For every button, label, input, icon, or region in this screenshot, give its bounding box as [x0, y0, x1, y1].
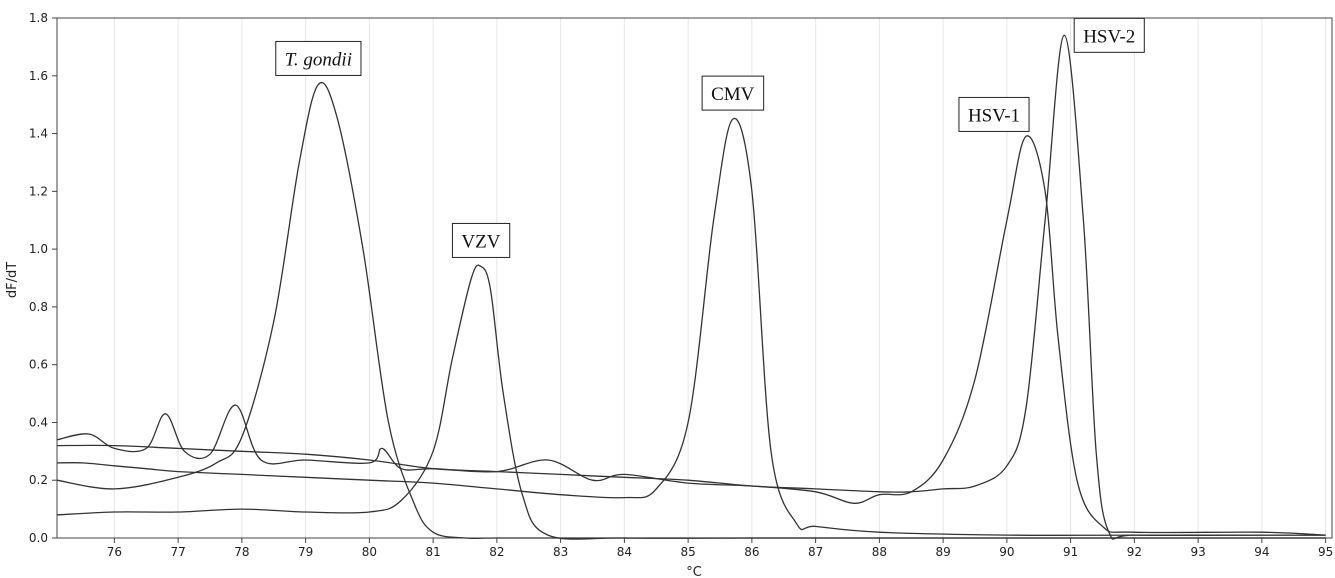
- melt-curve-4: [56, 135, 1326, 536]
- y-tick-label: 1.0: [29, 242, 48, 256]
- x-tick-label: 77: [170, 545, 185, 559]
- x-tick-label: 88: [872, 545, 887, 559]
- melt-curve-3: [56, 117, 1326, 536]
- y-tick-label: 0.2: [29, 473, 48, 487]
- x-tick-label: 86: [744, 545, 759, 559]
- x-tick-label: 89: [935, 545, 950, 559]
- x-tick-label: 79: [298, 545, 313, 559]
- peak-label-vzv: VZV: [451, 222, 511, 258]
- y-tick-label: 0.0: [29, 531, 48, 545]
- melt-curve-1: [56, 82, 1326, 540]
- peak-label-text: T. gondii: [285, 49, 352, 70]
- peak-label-t-gondii: T. gondii: [275, 40, 362, 76]
- y-tick-label: 1.4: [29, 127, 48, 141]
- x-tick-label: 84: [617, 545, 632, 559]
- peak-label-box: [275, 40, 362, 76]
- peak-label-text: CMV: [711, 84, 755, 105]
- peak-label-cmv: CMV: [701, 75, 765, 111]
- x-tick-label: 90: [999, 545, 1014, 559]
- y-axis-label: dF/dT: [5, 262, 20, 298]
- y-tick-label: 0.4: [29, 415, 48, 429]
- peak-label-box: [451, 222, 511, 258]
- x-tick-label: 78: [234, 545, 249, 559]
- peak-label-text: HSV-1: [968, 105, 1020, 126]
- x-tick-label: 93: [1190, 545, 1205, 559]
- peak-label-hsv-1: HSV-1: [958, 96, 1030, 132]
- peak-label-hsv-2: HSV-2: [1073, 17, 1145, 53]
- x-tick-label: 81: [425, 545, 440, 559]
- x-tick-label: 85: [680, 545, 695, 559]
- x-tick-label: 83: [553, 545, 568, 559]
- peak-label-box: [958, 96, 1030, 132]
- y-tick-label: 0.6: [29, 358, 48, 372]
- axes: [52, 17, 1333, 543]
- plot-frame: [56, 17, 1333, 539]
- melt-curve-5: [56, 34, 1326, 540]
- x-tick-label: 82: [489, 545, 504, 559]
- x-tick-label: 95: [1318, 545, 1333, 559]
- x-tick-label: 80: [362, 545, 377, 559]
- melt-curve-2: [56, 264, 1326, 540]
- y-tick-label: 0.8: [29, 300, 48, 314]
- x-tick-label: 87: [808, 545, 823, 559]
- x-axis-label: °C: [686, 565, 702, 578]
- x-tick-label: 94: [1254, 545, 1269, 559]
- y-tick-label: 1.8: [29, 11, 48, 25]
- peak-labels: T. gondii VZV CMV HSV-1 HSV-2: [275, 17, 1145, 258]
- tick-labels: 76 77 78 79 80 81 82 83 84 85 86 87 88 89 90 91 92 93 94 95…: [29, 11, 1333, 559]
- x-tick-label: 92: [1127, 545, 1142, 559]
- peak-label-text: HSV-2: [1083, 26, 1135, 47]
- peak-label-box: [1073, 17, 1145, 53]
- y-tick-label: 1.2: [29, 184, 48, 198]
- x-tick-label: 91: [1063, 545, 1078, 559]
- y-tick-label: 1.6: [29, 69, 48, 83]
- peak-label-box: [701, 75, 765, 111]
- melt-curves: [56, 34, 1326, 540]
- peak-label-text: VZV: [461, 231, 500, 252]
- x-tick-label: 76: [107, 545, 122, 559]
